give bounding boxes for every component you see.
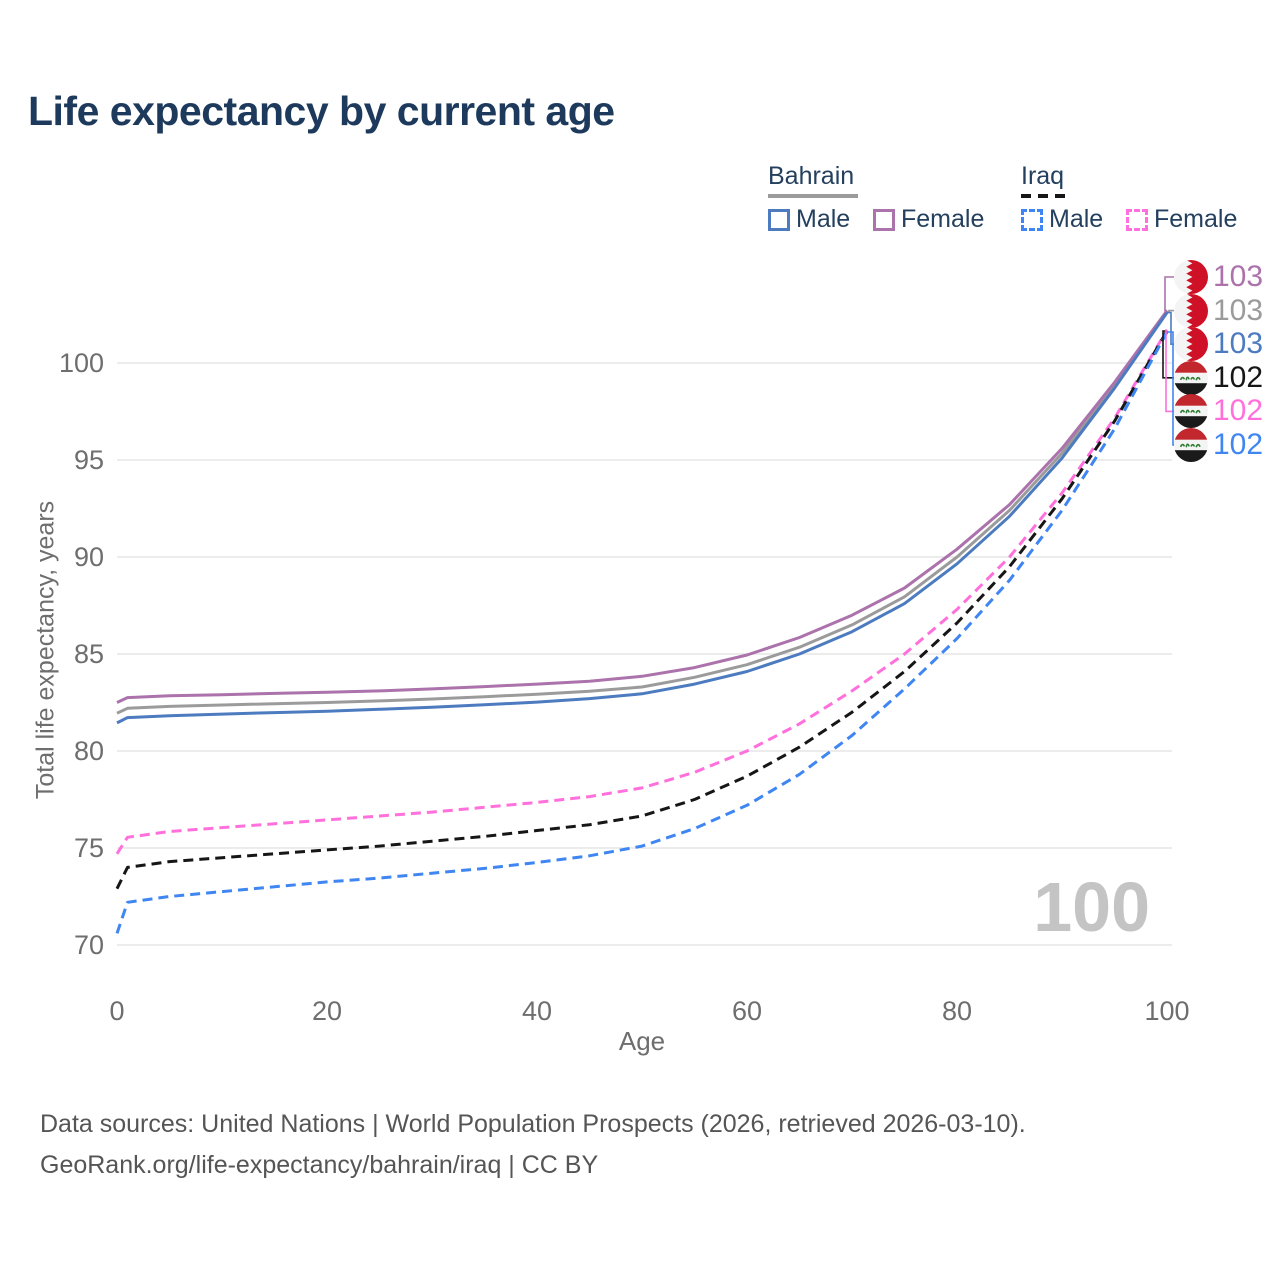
x-tick-label-0: 0	[109, 996, 125, 1026]
bahrain-flag-icon	[1174, 260, 1208, 294]
y-tick-label-75: 75	[73, 833, 104, 863]
legend-item-bahrain-male[interactable]: Male	[768, 205, 850, 234]
legend-item-iraq-female[interactable]: Female	[1126, 205, 1237, 234]
series-line-iraq-total[interactable]	[115, 330, 1169, 890]
legend-header-iraq[interactable]: Iraq	[1021, 162, 1065, 190]
y-tick-label-90: 90	[73, 542, 104, 572]
end-label-leader-line	[1165, 329, 1174, 413]
iraq-male-swatch-icon	[1021, 208, 1043, 231]
hover-age-watermark: 100	[1033, 868, 1150, 946]
series-line-bahrain-total[interactable]	[116, 310, 1169, 715]
footer-url-text: GeoRank.org/life-expectancy/bahrain/iraq…	[40, 1151, 599, 1179]
series-line-iraq-female[interactable]	[115, 329, 1169, 855]
end-label-row-iraq-total[interactable]: 102	[1174, 360, 1264, 395]
legend-label: Female	[1154, 205, 1238, 233]
x-tick-label-100: 100	[1144, 996, 1190, 1026]
page-title: Life expectancy by current age	[28, 88, 615, 134]
bahrain-male-swatch-icon	[768, 208, 790, 231]
x-tick-label-20: 20	[311, 996, 343, 1026]
end-label-leader-line	[1162, 330, 1174, 379]
end-label-row-iraq-female[interactable]: 102	[1174, 394, 1263, 428]
legend-label: Male	[796, 205, 851, 233]
end-value-label: 102	[1213, 428, 1264, 461]
end-label-leader-line	[1164, 276, 1174, 312]
x-axis-title: Age	[618, 1026, 666, 1056]
end-label-row-bahrain-female[interactable]: 103	[1174, 260, 1263, 294]
end-label-leader-line	[1167, 331, 1174, 446]
bahrain-flag-icon	[1174, 294, 1208, 328]
end-value-label: 102	[1213, 360, 1264, 394]
series-line-bahrain-female[interactable]	[116, 309, 1169, 704]
legend-item-iraq-male[interactable]: Male	[1021, 205, 1103, 234]
end-label-row-iraq-male[interactable]: 102	[1174, 428, 1263, 462]
x-tick-label-80: 80	[941, 996, 973, 1026]
end-value-label: 103	[1213, 293, 1264, 327]
legend-item-bahrain-female[interactable]: Female	[873, 205, 984, 234]
bahrain-flag-icon	[1174, 327, 1208, 361]
y-tick-label-80: 80	[73, 736, 104, 766]
x-tick-label-40: 40	[521, 996, 553, 1026]
legend-label: Female	[901, 205, 985, 233]
end-value-label: 103	[1213, 260, 1264, 293]
bahrain-solid-line-swatch	[768, 194, 858, 198]
legend-group-iraq: Iraq	[1021, 162, 1069, 198]
legend-label: Male	[1049, 205, 1104, 233]
end-value-label: 103	[1213, 327, 1264, 361]
footer-attribution: Data sources: United Nations | World Pop…	[40, 1104, 1026, 1186]
legend-header-bahrain[interactable]: Bahrain	[768, 162, 855, 190]
end-label-leader-line	[1167, 309, 1174, 313]
x-tick-label-60: 60	[731, 996, 763, 1026]
end-label-row-bahrain-male[interactable]: 103	[1174, 327, 1263, 361]
iraq-dashed-line-swatch	[1021, 194, 1069, 198]
iraq-flag-icon	[1174, 394, 1208, 428]
bahrain-female-swatch-icon	[873, 208, 895, 231]
legend-group-bahrain: Bahrain	[768, 162, 858, 198]
y-tick-label-70: 70	[73, 930, 104, 960]
series-line-iraq-male[interactable]	[115, 331, 1169, 934]
iraq-flag-icon	[1174, 361, 1208, 395]
data-source-text: Data sources: United Nations | World Pop…	[40, 1110, 1026, 1138]
y-tick-label-100: 100	[58, 348, 104, 378]
y-tick-label-85: 85	[73, 639, 104, 669]
series-line-bahrain-male[interactable]	[116, 311, 1169, 725]
end-label-row-bahrain-total[interactable]: 103	[1174, 293, 1264, 328]
iraq-flag-icon	[1174, 428, 1208, 462]
iraq-female-swatch-icon	[1126, 208, 1148, 231]
end-value-label: 102	[1213, 394, 1264, 428]
y-tick-label-95: 95	[73, 445, 104, 475]
